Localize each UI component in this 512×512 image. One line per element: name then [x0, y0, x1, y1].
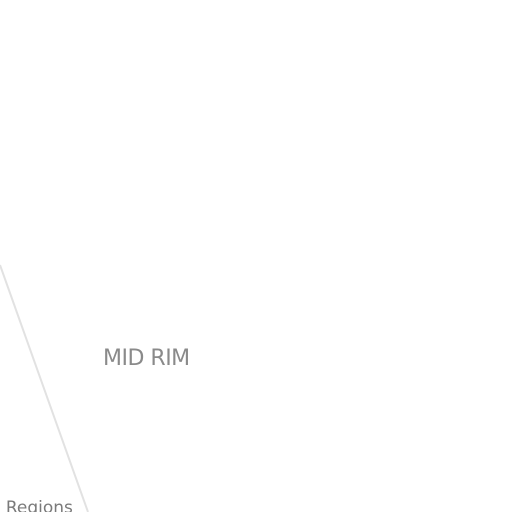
region-label-mid-rim: MID RIM — [103, 346, 190, 371]
region-label-partial: e Regions — [0, 498, 73, 512]
region-border — [0, 264, 89, 512]
